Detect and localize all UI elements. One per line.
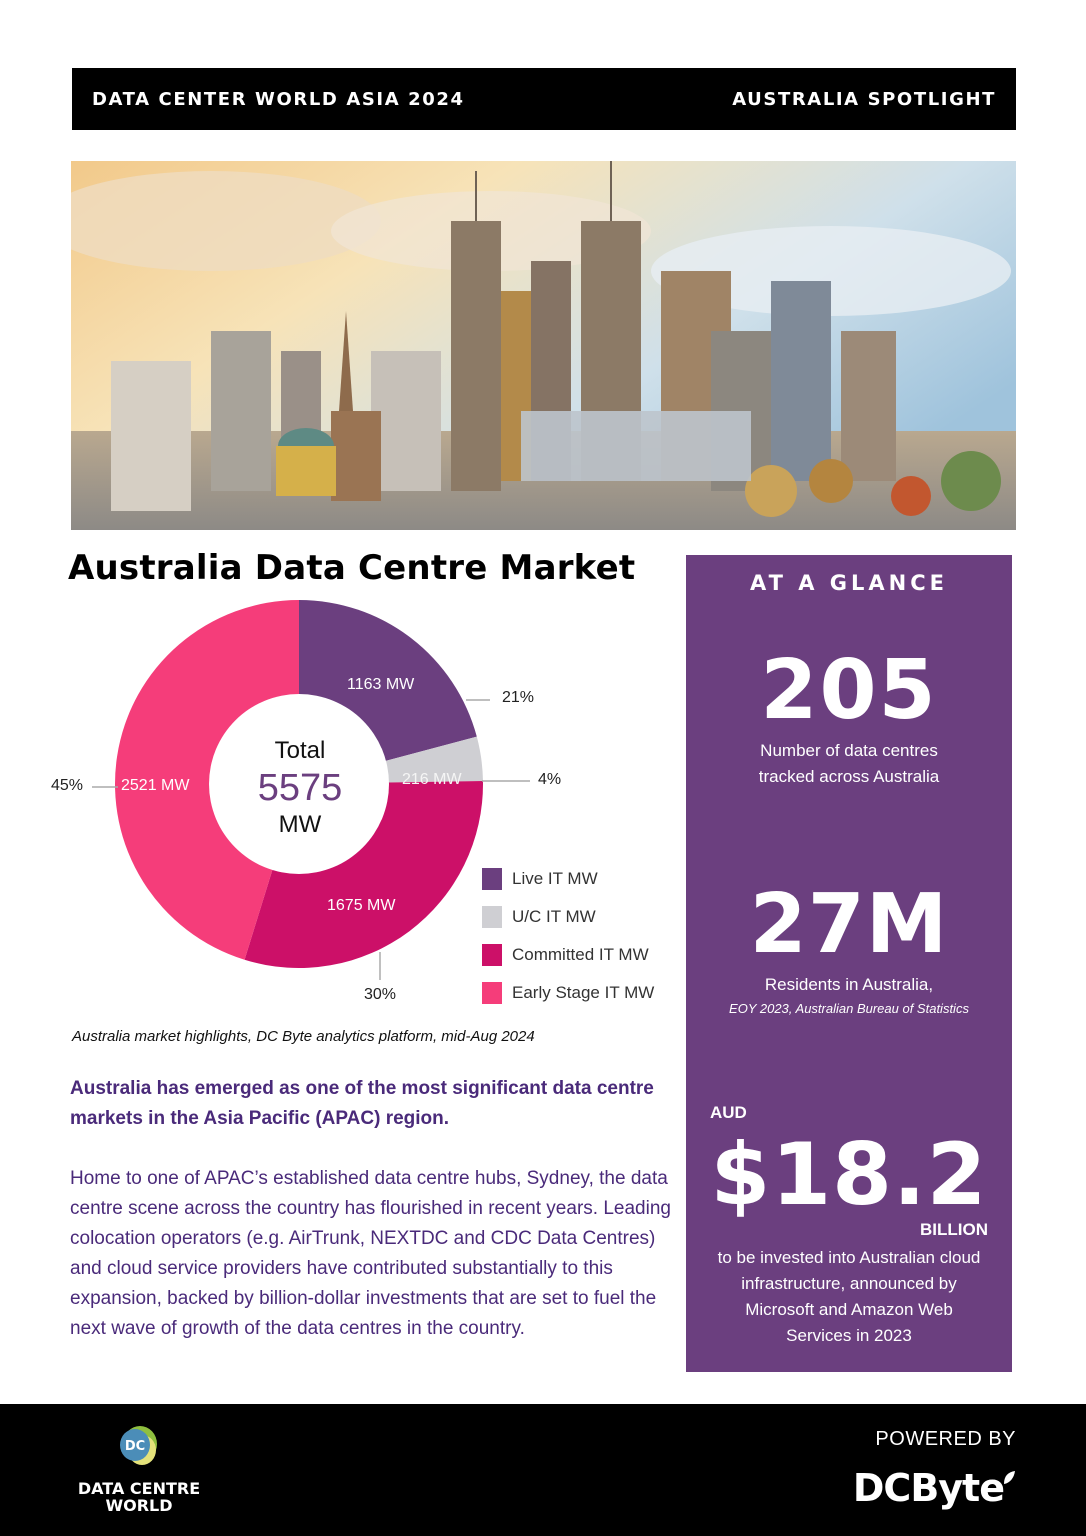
svg-text:DC: DC [125,1439,145,1454]
total-label: Total [274,737,326,764]
pct-label-uc: 4% [538,771,562,788]
legend-item-early: Early Stage IT MW [482,974,654,1012]
stat-residents-value: 27M [749,877,949,972]
donut-chart-svg [92,600,530,980]
slice-label-committed: 1675 MW [327,897,396,914]
stat-investment-prefix: AUD [710,1103,747,1122]
at-a-glance-panel: AT A GLANCE 205 Number of data centres t… [686,555,1012,1372]
legend-swatch [482,906,502,928]
pct-label-committed: 30% [364,986,397,1003]
event-title: DATA CENTER WORLD ASIA 2024 [92,88,465,110]
data-centre-world-logo-icon: DC [120,1426,157,1465]
legend-item-uc: U/C IT MW [482,898,654,936]
legend-swatch [482,944,502,966]
slice-label-early: 2521 MW [121,777,190,794]
chart-caption: Australia market highlights, DC Byte ana… [72,1028,535,1045]
total-value: 5575 [257,767,343,809]
donut-chart [0,600,680,1020]
dcbyte-leaf-icon [1004,1471,1015,1484]
stat-data-centres-value: 205 [760,643,938,738]
donut-slice [115,600,299,960]
stat-investment-value: $18.2 [710,1125,988,1225]
legend-swatch [482,982,502,1004]
city-skyline-image [71,161,1016,530]
legend-item-committed: Committed IT MW [482,936,654,974]
stat-investment-desc: to be invested into Australian cloud inf… [717,1248,981,1345]
body-paragraph: Home to one of APAC’s established data c… [70,1168,671,1339]
slice-label-uc: 216 MW [402,771,462,788]
header-bar: DATA CENTER WORLD ASIA 2024 AUSTRALIA SP… [72,68,1016,130]
stat-residents-desc: Residents in Australia, [764,975,934,994]
data-centre-world-logo-text: DATA CENTRE WORLD [77,1479,201,1515]
slice-label-live: 1163 MW [347,676,415,693]
legend-item-live: Live IT MW [482,860,654,898]
stat-residents-source: EOY 2023, Australian Bureau of Statistic… [729,1001,969,1016]
powered-by-label: POWERED BY [875,1428,1016,1450]
spotlight-title: AUSTRALIA SPOTLIGHT [732,88,996,110]
total-unit: MW [278,811,322,838]
dcbyte-logo: DCByte [852,1466,1005,1510]
section-title: Australia Data Centre Market [68,548,636,588]
stat-investment-suffix: BILLION [920,1220,988,1239]
footer: DC DATA CENTRE WORLD POWERED BY DCByte [0,1404,1086,1536]
chart-legend: Live IT MW U/C IT MW Committed IT MW Ear… [482,860,654,1012]
lead-paragraph: Australia has emerged as one of the most… [70,1078,654,1129]
stat-data-centres-desc: Number of data centres tracked across Au… [758,741,940,786]
donut-center-total: Total 5575 MW [220,736,380,840]
pct-label-early: 45% [51,777,84,794]
legend-swatch [482,868,502,890]
pct-label-live: 21% [502,689,535,706]
glance-title: AT A GLANCE [749,571,949,595]
